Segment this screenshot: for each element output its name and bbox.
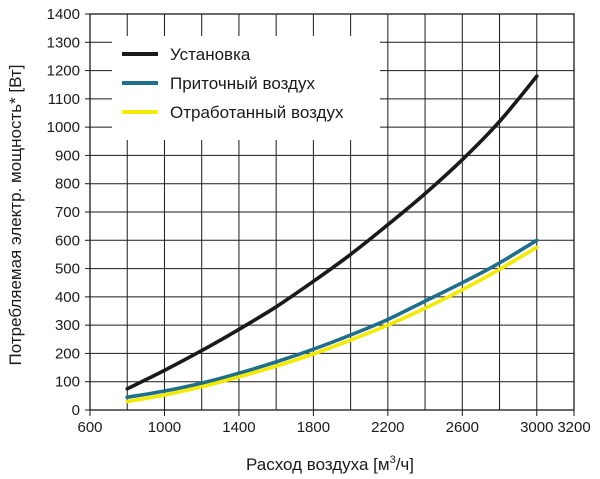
x-tick-label: 1400 bbox=[222, 419, 255, 436]
x-tick-label: 3200 bbox=[557, 419, 590, 436]
y-tick-label: 1200 bbox=[47, 63, 80, 80]
x-tick-label: 1800 bbox=[297, 419, 330, 436]
x-axis-label-superscript: 3 bbox=[390, 454, 396, 466]
series-lines bbox=[125, 74, 539, 404]
y-axis-label: Потребляемая электр. мощность* [Вт] bbox=[6, 65, 25, 366]
series-line-supply-air bbox=[125, 238, 539, 400]
y-tick-label: 800 bbox=[55, 176, 80, 193]
y-tick-label: 1000 bbox=[47, 119, 80, 136]
axes bbox=[85, 13, 575, 416]
y-tick-label: 900 bbox=[55, 147, 80, 164]
x-axis-label: Расход воздуха [м3/ч] bbox=[246, 454, 414, 474]
tick-labels: 600 1000 1400 1800 2200 2600 3000 3200 0 100 200 30… bbox=[47, 6, 591, 436]
legend-label-exhaust-air: Отработанный воздух bbox=[170, 103, 344, 122]
x-tick-label: 1000 bbox=[148, 419, 181, 436]
x-tick-label: 2600 bbox=[446, 419, 479, 436]
y-tick-label: 400 bbox=[55, 289, 80, 306]
legend-label-installation: Установка bbox=[170, 45, 251, 64]
y-tick-label: 500 bbox=[55, 261, 80, 278]
x-axis-label-tail: /ч] bbox=[396, 455, 414, 474]
y-tick-label: 100 bbox=[55, 374, 80, 391]
y-tick-label: 1400 bbox=[47, 6, 80, 23]
x-tick-label: 3000 bbox=[520, 419, 553, 436]
series-line-installation bbox=[125, 74, 539, 391]
y-tick-label: 1100 bbox=[48, 91, 80, 108]
legend: Установка Приточный воздух Отработанный во… bbox=[112, 36, 380, 140]
x-tick-label: 2200 bbox=[371, 419, 404, 436]
x-axis-label-main: Расход воздуха [м bbox=[246, 455, 390, 474]
y-tick-label: 700 bbox=[55, 204, 80, 221]
x-tick-label: 600 bbox=[77, 419, 102, 436]
y-tick-label: 0 bbox=[72, 402, 80, 419]
y-tick-label: 200 bbox=[55, 345, 80, 362]
legend-label-supply-air: Приточный воздух bbox=[170, 74, 315, 93]
y-tick-label: 600 bbox=[55, 232, 80, 249]
y-tick-label: 1300 bbox=[47, 34, 80, 51]
series-line-exhaust-air bbox=[125, 245, 539, 404]
y-tick-label: 300 bbox=[55, 317, 80, 334]
